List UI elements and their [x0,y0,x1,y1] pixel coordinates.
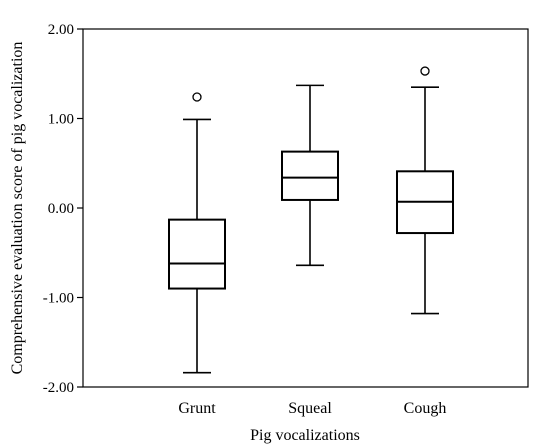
x-tick-label: Squeal [288,400,332,417]
box-series [168,66,454,374]
y-tick-label: 2.00 [48,22,74,38]
x-tick-label: Grunt [178,400,216,417]
x-tick-label: Cough [404,400,447,417]
y-tick-label: -1.00 [43,291,74,307]
box-cough [396,66,454,315]
outlier-point [192,92,202,102]
y-tick-label: -2.00 [43,380,74,396]
box-squeal [281,84,339,267]
y-axis: 2.00 1.00 0.00 -1.00 -2.00 [43,22,83,396]
y-tick-label: 1.00 [48,112,74,128]
interquartile-box [281,150,339,201]
y-axis-title: Comprehensive evaluation score of pig vo… [9,42,26,375]
x-axis: Grunt Squeal Cough [178,400,446,417]
outlier-point [420,66,430,76]
plot-frame [82,28,529,388]
x-axis-title: Pig vocalizations [250,427,360,444]
box-grunt [168,92,226,374]
interquartile-box [168,218,226,290]
y-tick-label: 0.00 [48,201,74,217]
